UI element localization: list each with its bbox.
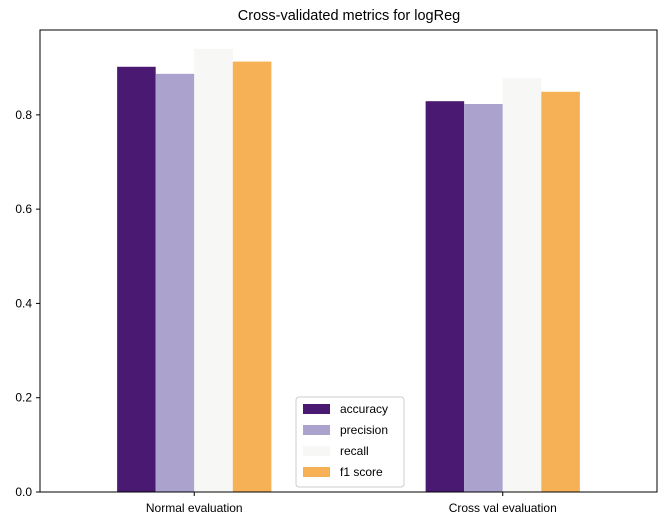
legend-swatch-precision <box>303 425 330 435</box>
bar-recall-1 <box>194 48 233 492</box>
legend-swatch-f1-score <box>303 467 330 477</box>
bar-f1-score-1 <box>232 61 272 492</box>
bars-group <box>117 48 580 493</box>
bar-f1-score-2 <box>541 91 580 492</box>
legend-swatch-accuracy <box>303 404 330 414</box>
legend-swatch-recall <box>303 446 330 456</box>
y-tick-label: 0.6 <box>15 202 32 216</box>
legend-label: accuracy <box>340 402 388 416</box>
bar-accuracy-2 <box>425 101 465 492</box>
x-tick-label: Normal evaluation <box>146 501 243 515</box>
x-axis: Normal evaluation Cross val evaluation <box>146 492 557 515</box>
bar-precision-2 <box>464 104 503 492</box>
y-tick-label: 0.4 <box>15 296 32 310</box>
y-axis: 0.0 0.2 0.4 0.6 0.8 <box>15 108 40 499</box>
legend: accuracy precision recall f1 score <box>295 396 405 488</box>
plot-frame <box>39 29 658 493</box>
bar-accuracy-1 <box>117 66 156 493</box>
y-tick-label: 0.8 <box>15 108 32 122</box>
x-tick-label: Cross val evaluation <box>449 501 557 515</box>
bar-recall-2 <box>502 78 542 492</box>
legend-label: recall <box>340 444 369 458</box>
y-tick-label: 0.2 <box>15 391 32 405</box>
legend-frame <box>295 396 405 488</box>
chart-title: Cross-validated metrics for logReg <box>238 8 460 24</box>
bar-precision-1 <box>155 73 195 492</box>
legend-label: precision <box>340 423 388 437</box>
legend-label: f1 score <box>340 465 383 479</box>
y-tick-label: 0.0 <box>15 485 32 499</box>
